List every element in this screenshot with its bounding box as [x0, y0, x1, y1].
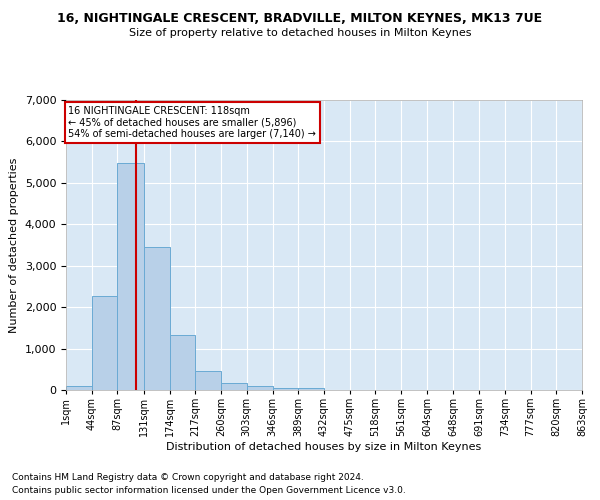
- Bar: [221, 384, 247, 390]
- Text: Contains public sector information licensed under the Open Government Licence v3: Contains public sector information licen…: [12, 486, 406, 495]
- Bar: [170, 336, 195, 390]
- X-axis label: Distribution of detached houses by size in Milton Keynes: Distribution of detached houses by size …: [166, 442, 482, 452]
- Y-axis label: Number of detached properties: Number of detached properties: [9, 158, 19, 332]
- Bar: [195, 370, 221, 390]
- Bar: [118, 163, 144, 390]
- Bar: [66, 386, 92, 390]
- Bar: [247, 386, 272, 390]
- Text: 16 NIGHTINGALE CRESCENT: 118sqm
← 45% of detached houses are smaller (5,896)
54%: 16 NIGHTINGALE CRESCENT: 118sqm ← 45% of…: [68, 106, 316, 140]
- Text: Contains HM Land Registry data © Crown copyright and database right 2024.: Contains HM Land Registry data © Crown c…: [12, 472, 364, 482]
- Bar: [298, 388, 324, 390]
- Bar: [92, 296, 118, 390]
- Text: Size of property relative to detached houses in Milton Keynes: Size of property relative to detached ho…: [129, 28, 471, 38]
- Text: 16, NIGHTINGALE CRESCENT, BRADVILLE, MILTON KEYNES, MK13 7UE: 16, NIGHTINGALE CRESCENT, BRADVILLE, MIL…: [58, 12, 542, 26]
- Bar: [272, 388, 298, 390]
- Bar: [144, 247, 170, 390]
